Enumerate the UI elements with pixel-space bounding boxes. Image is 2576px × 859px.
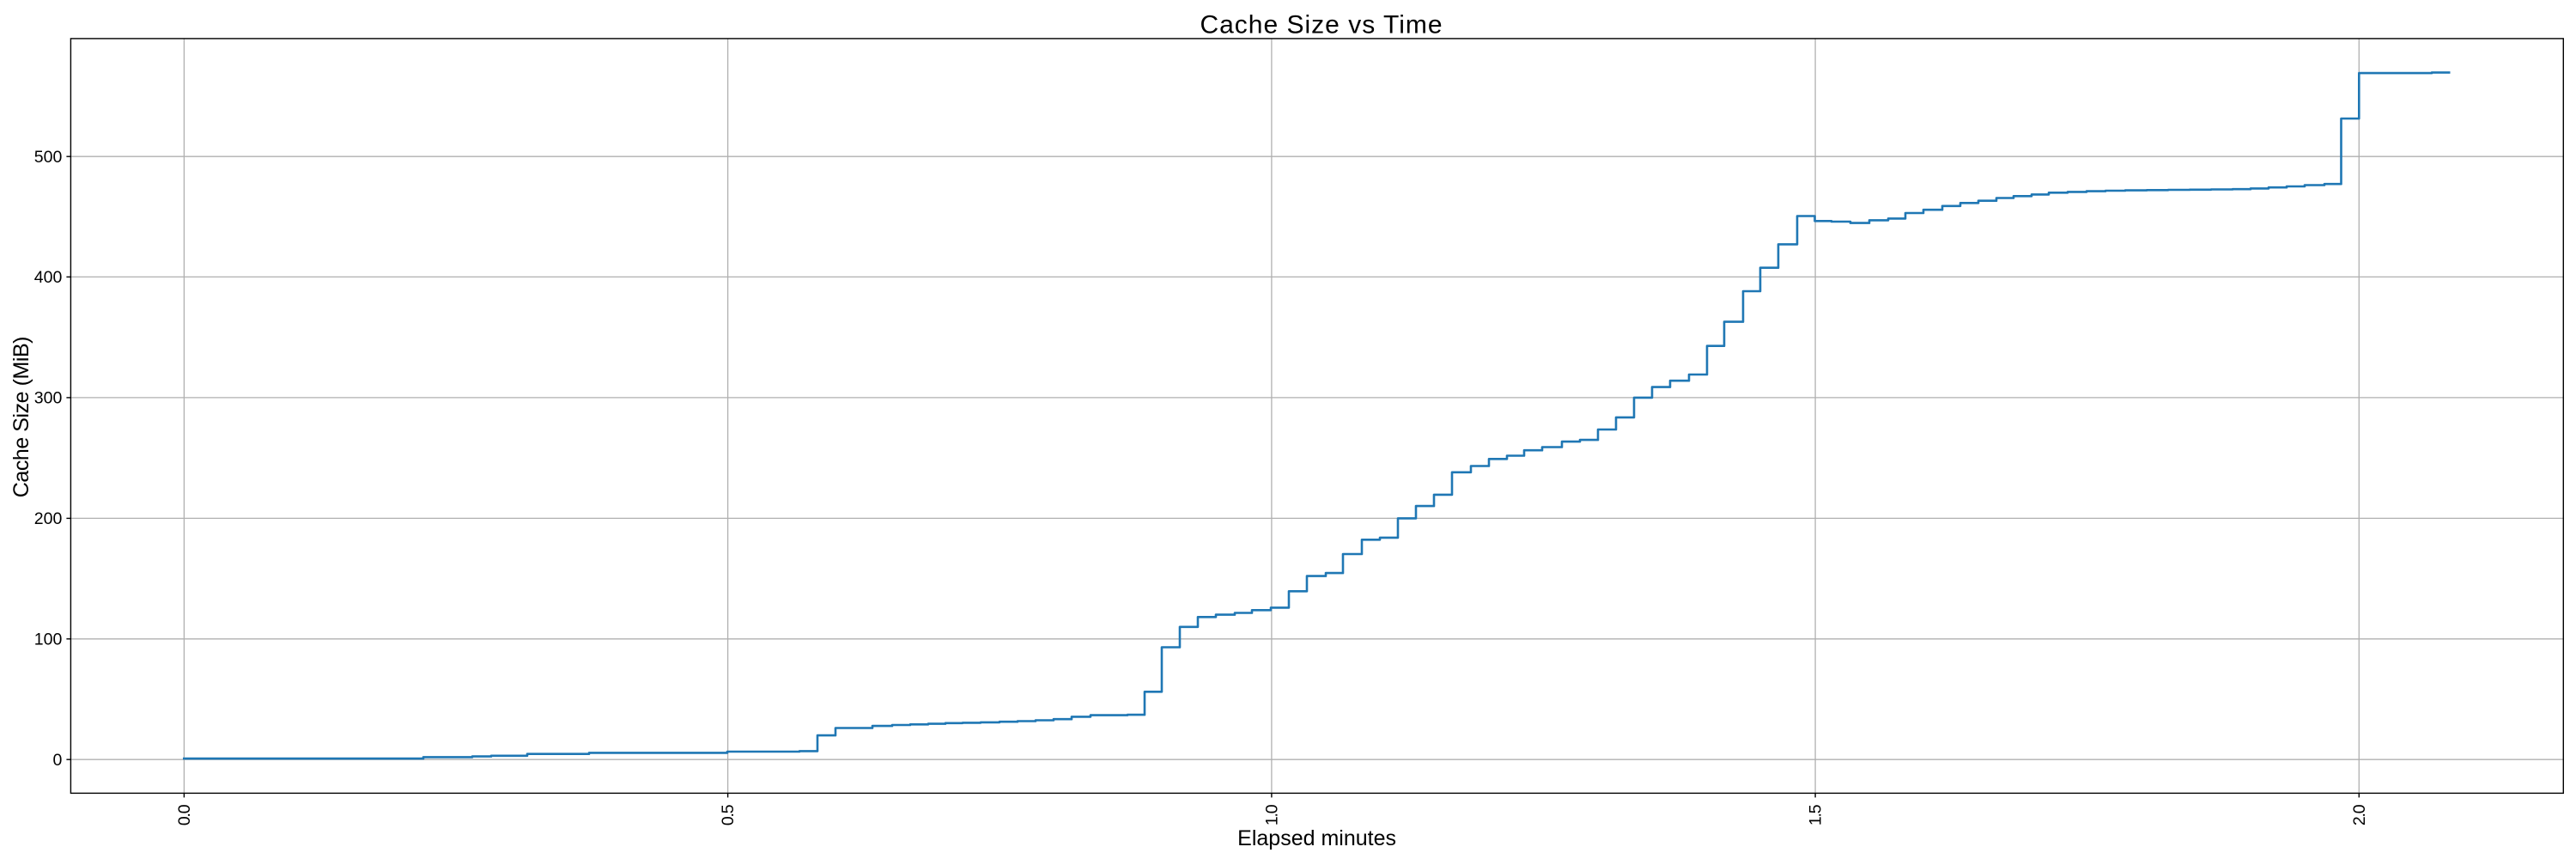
svg-text:0.5: 0.5: [719, 804, 738, 825]
svg-text:Cache Size vs Time: Cache Size vs Time: [1200, 10, 1443, 39]
svg-text:Cache Size (MiB): Cache Size (MiB): [9, 337, 33, 497]
svg-text:0.0: 0.0: [175, 804, 194, 825]
svg-text:1.0: 1.0: [1263, 804, 1282, 825]
svg-text:100: 100: [34, 630, 63, 649]
svg-text:Elapsed minutes: Elapsed minutes: [1237, 826, 1396, 850]
svg-text:300: 300: [34, 389, 63, 408]
svg-text:2.0: 2.0: [2350, 804, 2369, 825]
svg-text:200: 200: [34, 509, 63, 528]
svg-text:0: 0: [52, 751, 62, 770]
svg-text:1.5: 1.5: [1807, 804, 1826, 825]
svg-text:500: 500: [34, 148, 63, 167]
svg-text:400: 400: [34, 268, 63, 287]
